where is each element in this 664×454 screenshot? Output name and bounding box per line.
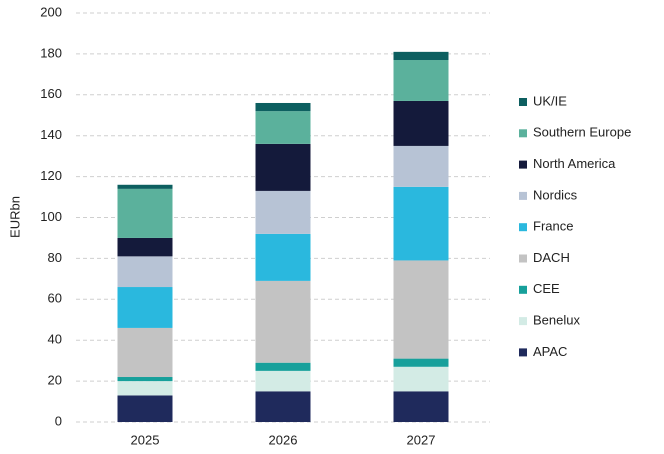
x-tick-label: 2025 — [131, 432, 160, 447]
legend-label: France — [533, 219, 573, 234]
bar-segment — [255, 370, 311, 392]
legend-swatch — [519, 160, 527, 169]
legend-swatch — [519, 129, 527, 138]
y-tick-label: 80 — [48, 250, 62, 265]
y-tick-label: 40 — [48, 332, 62, 347]
legend-label: Benelux — [533, 313, 580, 328]
bar-segment — [117, 188, 173, 238]
bar-segment — [117, 184, 173, 189]
bar-segment — [393, 60, 449, 101]
bar-segment — [393, 51, 449, 61]
y-axis-title: EURbn — [7, 196, 22, 238]
x-tick-label: 2027 — [407, 432, 436, 447]
legend-label: UK/IE — [533, 93, 567, 108]
legend-swatch — [519, 317, 527, 326]
legend-swatch — [519, 223, 527, 232]
legend-label: Nordics — [533, 187, 578, 202]
bar-segment — [393, 358, 449, 367]
x-tick-label: 2026 — [269, 432, 298, 447]
bar-segment — [117, 327, 173, 378]
y-tick-label: 120 — [40, 168, 62, 183]
bar-segment — [393, 391, 449, 422]
bar-segment — [255, 143, 311, 191]
bar-segment — [255, 280, 311, 363]
bar-segment — [255, 391, 311, 422]
bar-segment — [117, 377, 173, 382]
y-tick-label: 140 — [40, 127, 62, 142]
legend-swatch — [519, 285, 527, 294]
y-tick-label: 200 — [40, 4, 62, 19]
bar-segment — [117, 237, 173, 257]
bar-segment — [255, 102, 311, 112]
y-tick-label: 160 — [40, 86, 62, 101]
y-tick-label: 20 — [48, 373, 62, 388]
legend-label: DACH — [533, 250, 570, 265]
legend-label: North America — [533, 156, 616, 171]
bar-segment — [393, 260, 449, 359]
legend-label: Southern Europe — [533, 125, 631, 140]
bar-segment — [117, 381, 173, 396]
legend-swatch — [519, 254, 527, 263]
legend-swatch — [519, 191, 527, 200]
bar-segment — [117, 395, 173, 422]
legend-label: APAC — [533, 344, 567, 359]
bar-segment — [117, 256, 173, 288]
bar-segment — [255, 233, 311, 281]
bar-segment — [393, 100, 449, 146]
y-tick-label: 0 — [55, 413, 62, 428]
bar-segment — [393, 145, 449, 187]
bar-segment — [255, 111, 311, 144]
legend-label: CEE — [533, 281, 560, 296]
y-tick-label: 60 — [48, 291, 62, 306]
y-tick-label: 180 — [40, 45, 62, 60]
bar-segment — [393, 186, 449, 261]
legend-swatch — [519, 98, 527, 106]
bar-segment — [393, 366, 449, 392]
bar-segment — [117, 287, 173, 328]
legend-swatch — [519, 348, 527, 357]
y-tick-label: 100 — [40, 209, 62, 224]
bar-segment — [255, 190, 311, 234]
bar-segment — [255, 362, 311, 371]
